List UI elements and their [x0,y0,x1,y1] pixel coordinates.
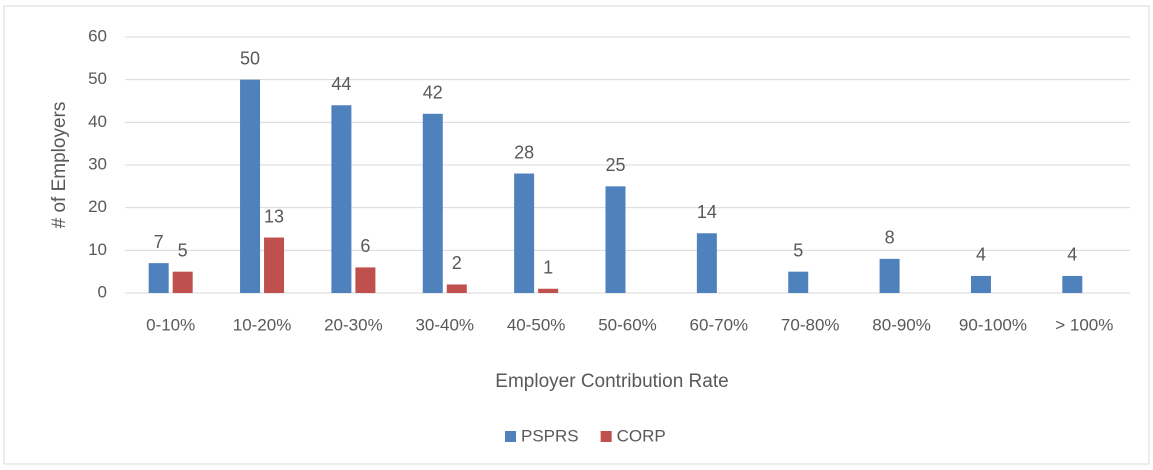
chart-border [3,5,1150,465]
data-label: 8 [885,228,895,248]
x-tick-label: > 100% [1055,315,1113,334]
data-label: 44 [331,74,351,94]
x-tick-label: 90-100% [959,315,1027,334]
y-tick-label: 60 [88,26,107,45]
data-label: 50 [240,48,260,68]
x-tick-label: 0-10% [146,315,195,334]
bar [148,263,169,293]
bar [879,258,900,293]
x-tick-label: 10-20% [233,315,292,334]
legend-label: PSPRS [521,426,579,445]
data-label: 4 [976,245,986,265]
data-label: 2 [452,253,462,273]
data-label: 13 [264,206,284,226]
bar [331,105,352,294]
y-tick-label: 0 [98,282,107,301]
legend-label: CORP [617,426,666,445]
y-tick-label: 30 [88,154,107,173]
x-tick-label: 70-80% [781,315,840,334]
legend-swatch [600,431,612,442]
data-label: 7 [154,232,164,252]
y-axis-title: # of Employers [49,102,70,229]
bar [514,173,535,293]
bar [1062,275,1083,293]
x-tick-label: 30-40% [415,315,474,334]
bar [172,271,193,293]
data-label: 25 [605,155,625,175]
x-tick-label: 60-70% [690,315,749,334]
y-tick-label: 20 [88,197,107,216]
x-tick-label: 40-50% [507,315,566,334]
data-label: 1 [543,257,553,277]
bar [970,275,991,293]
bar [422,113,443,293]
data-label: 6 [360,236,370,256]
y-tick-label: 40 [88,112,107,131]
bar [355,267,376,293]
bar [538,288,559,293]
bar [264,237,285,293]
data-label: 14 [697,202,717,222]
data-label: 5 [178,240,188,260]
data-label: 42 [423,83,443,103]
data-label: 28 [514,142,534,162]
x-tick-label: 20-30% [324,315,383,334]
bar [240,79,261,294]
x-tick-label: 50-60% [598,315,657,334]
data-label: 5 [793,240,803,260]
x-axis-title: Employer Contribution Rate [495,371,728,392]
y-tick-label: 50 [88,69,107,88]
y-tick-label: 10 [88,240,107,259]
bar [696,233,717,293]
bar [788,271,809,293]
x-tick-label: 80-90% [872,315,931,334]
bar [605,186,626,293]
legend-swatch [505,431,516,442]
bar [446,284,467,293]
data-label: 4 [1067,245,1077,265]
